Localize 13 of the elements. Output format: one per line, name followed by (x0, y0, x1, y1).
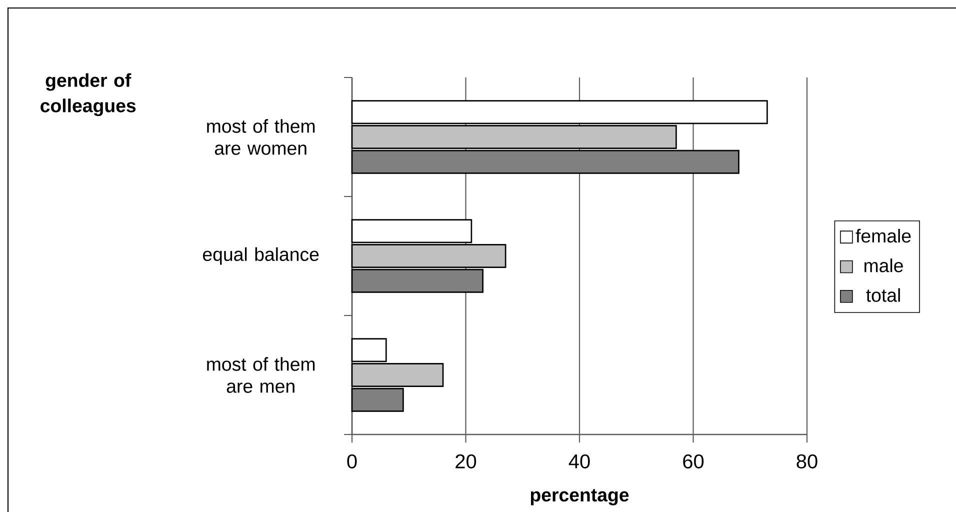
legend-label: male (864, 258, 903, 272)
y-tick-label: most of them are women (207, 119, 315, 155)
legend-label: female (856, 228, 911, 243)
y-tick-label: most of them are men (207, 357, 315, 393)
x-tick-label: 60 (683, 454, 704, 468)
legend-label: total (866, 288, 900, 302)
y-axis-title: gender of colleagues (40, 73, 136, 116)
y-tick-label: equal balance (203, 247, 319, 265)
x-tick-label: 0 (347, 454, 357, 468)
x-axis-title: percentage (530, 489, 629, 506)
x-tick-label: 40 (568, 454, 590, 468)
x-tick-label: 80 (796, 454, 818, 468)
x-tick-label: 20 (456, 454, 476, 468)
